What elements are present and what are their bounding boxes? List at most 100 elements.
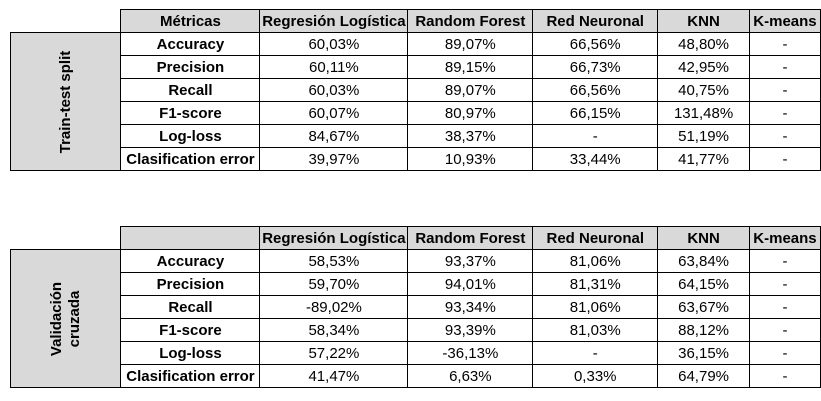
- table-cell: 66,56%: [532, 78, 659, 102]
- table-cell: 89,07%: [407, 32, 534, 56]
- table-cell: 57,22%: [259, 341, 409, 365]
- table-cell: 94,01%: [407, 272, 534, 296]
- table-cell: 41,77%: [657, 147, 750, 171]
- table-cell: 66,15%: [532, 101, 659, 125]
- table-row: F1-score 60,07% 80,97% 66,15% 131,48% -: [11, 101, 821, 125]
- table-cell: 63,67%: [657, 295, 750, 319]
- table-cell: 63,84%: [657, 249, 750, 273]
- table-cell: -: [748, 32, 821, 56]
- table-cell: 80,97%: [407, 101, 534, 125]
- table-cell: -: [748, 124, 821, 148]
- table-cell: 60,11%: [259, 55, 409, 79]
- table-cell: 84,67%: [259, 124, 409, 148]
- table-cell: 10,93%: [407, 147, 534, 171]
- table-cell: 60,03%: [259, 78, 409, 102]
- blank-corner: [11, 227, 121, 250]
- table-row: Log-loss 84,67% 38,37% - 51,19% -: [11, 124, 821, 148]
- metric-label: Clasification error: [120, 364, 261, 388]
- table-cell: 33,44%: [532, 147, 659, 171]
- table-cell: -: [748, 78, 821, 102]
- col-header-k-means: K-means: [748, 226, 821, 250]
- metric-label: Recall: [120, 295, 261, 319]
- metric-label: Clasification error: [120, 147, 261, 171]
- metric-label: Precision: [120, 55, 261, 79]
- table-cell: 38,37%: [407, 124, 534, 148]
- table-cell: 88,12%: [657, 318, 750, 342]
- table-cell: 93,39%: [407, 318, 534, 342]
- metric-label: F1-score: [120, 101, 261, 125]
- table-cell: 93,34%: [407, 295, 534, 319]
- header-row: Regresión Logística Random Forest Red Ne…: [11, 226, 821, 250]
- table-cell: 64,79%: [657, 364, 750, 388]
- table-row: Clasification error 41,47% 6,63% 0,33% 6…: [11, 364, 821, 388]
- train-test-split-table: Métricas Regresión Logística Random Fore…: [9, 9, 821, 171]
- table-row: Recall 60,03% 89,07% 66,56% 40,75% -: [11, 78, 821, 102]
- table-cell: 59,70%: [259, 272, 409, 296]
- metric-label: Accuracy: [120, 32, 261, 56]
- table-cell: -: [532, 341, 659, 365]
- metric-label: Accuracy: [120, 249, 261, 273]
- metric-label: F1-score: [120, 318, 261, 342]
- table-row: F1-score 58,34% 93,39% 81,03% 88,12% -: [11, 318, 821, 342]
- table-cell: 6,63%: [407, 364, 534, 388]
- table-cell: 0,33%: [532, 364, 659, 388]
- table-cell: -89,02%: [259, 295, 409, 319]
- table-cell: 64,15%: [657, 272, 750, 296]
- table-cell: 81,31%: [532, 272, 659, 296]
- col-header-random-forest: Random Forest: [407, 226, 534, 250]
- table-cell: 58,53%: [259, 249, 409, 273]
- side-label-cell: Validación cruzada: [9, 249, 122, 388]
- cross-validation-table: Regresión Logística Random Forest Red Ne…: [9, 226, 821, 388]
- table-cell: 48,80%: [657, 32, 750, 56]
- table-cell: 89,15%: [407, 55, 534, 79]
- side-label-cell: Train-test split: [9, 32, 122, 171]
- header-row: Métricas Regresión Logística Random Fore…: [11, 9, 821, 33]
- col-header-k-means: K-means: [748, 9, 821, 33]
- table-cell: -: [748, 341, 821, 365]
- col-header-knn: KNN: [657, 9, 750, 33]
- table-cell: -: [748, 364, 821, 388]
- metric-label: Log-loss: [120, 341, 261, 365]
- table-cell: 41,47%: [259, 364, 409, 388]
- table-row: Clasification error 39,97% 10,93% 33,44%…: [11, 147, 821, 171]
- col-header-random-forest: Random Forest: [407, 9, 534, 33]
- table-cell: 42,95%: [657, 55, 750, 79]
- table-cell: 40,75%: [657, 78, 750, 102]
- col-header-red-neuronal: Red Neuronal: [532, 226, 659, 250]
- table-row: Log-loss 57,22% -36,13% - 36,15% -: [11, 341, 821, 365]
- table-cell: 131,48%: [657, 101, 750, 125]
- table-row: Validación cruzada Accuracy 58,53% 93,37…: [9, 249, 821, 388]
- table-row: Train-test split Accuracy 60,03% 89,07% …: [9, 32, 821, 171]
- blank-corner: [11, 10, 121, 33]
- table-row: Precision 59,70% 94,01% 81,31% 64,15% -: [11, 272, 821, 296]
- table-cell: 66,56%: [532, 32, 659, 56]
- col-header-red-neuronal: Red Neuronal: [532, 9, 659, 33]
- col-header-regresion-logistica: Regresión Logística: [259, 226, 409, 250]
- table-cell: -: [748, 318, 821, 342]
- corner-header-empty: [120, 226, 261, 250]
- table-cell: 81,06%: [532, 249, 659, 273]
- metric-label: Precision: [120, 272, 261, 296]
- table-cell: 39,97%: [259, 147, 409, 171]
- side-label-cruzada: cruzada: [65, 290, 83, 347]
- table-cell: -36,13%: [407, 341, 534, 365]
- table-cell: -: [748, 101, 821, 125]
- table-cell: 81,03%: [532, 318, 659, 342]
- table-cell: 60,07%: [259, 101, 409, 125]
- table-cell: 51,19%: [657, 124, 750, 148]
- table-cell: 81,06%: [532, 295, 659, 319]
- table-row: Recall -89,02% 93,34% 81,06% 63,67% -: [11, 295, 821, 319]
- table-cell: 93,37%: [407, 249, 534, 273]
- table-cell: -: [748, 147, 821, 171]
- col-header-regresion-logistica: Regresión Logística: [259, 9, 409, 33]
- col-header-knn: KNN: [657, 226, 750, 250]
- table-cell: 36,15%: [657, 341, 750, 365]
- side-label-validacion: Validación: [47, 281, 65, 356]
- table-cell: 66,73%: [532, 55, 659, 79]
- table-cell: 89,07%: [407, 78, 534, 102]
- table-cell: -: [748, 272, 821, 296]
- side-label-train-test-split: Train-test split: [56, 50, 74, 153]
- corner-header-metricas: Métricas: [120, 9, 261, 33]
- metric-label: Recall: [120, 78, 261, 102]
- table-cell: -: [748, 55, 821, 79]
